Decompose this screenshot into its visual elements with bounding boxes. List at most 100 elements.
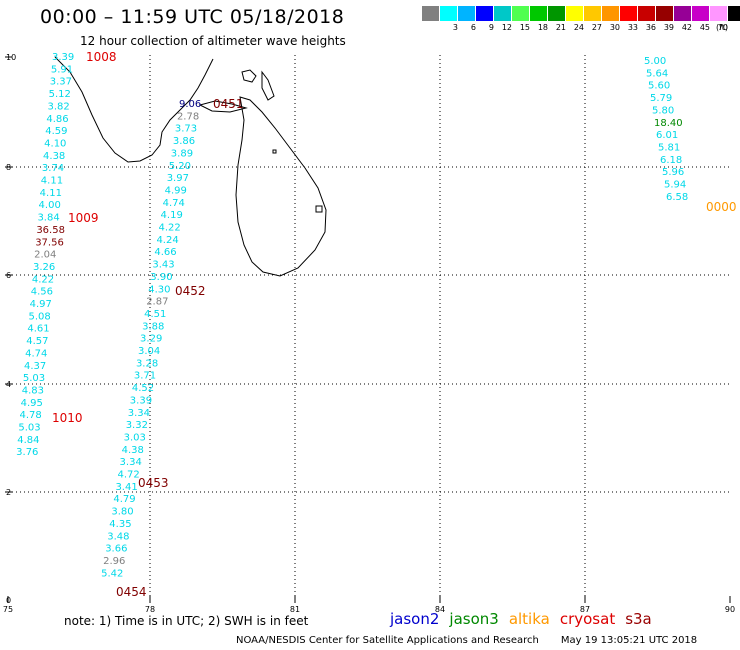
wave-height-value: 3.73 — [175, 124, 197, 135]
wave-height-value: 3.82 — [48, 101, 70, 112]
wave-height-value: 4.37 — [24, 361, 46, 372]
wave-height-value: 5.12 — [49, 89, 71, 100]
legend-label: 18 — [537, 23, 548, 32]
legend-swatch — [548, 6, 565, 21]
wave-height-value: 5.96 — [662, 167, 684, 178]
wave-height-value: 3.03 — [124, 432, 146, 443]
wave-height-value: 4.83 — [22, 385, 44, 396]
time-label: 1009 — [68, 211, 99, 225]
lon-tick-label: 78 — [145, 605, 155, 614]
wave-height-value: 5.80 — [652, 105, 674, 116]
generated-timestamp: May 19 13:05:21 UTC 2018 — [560, 635, 698, 646]
legend-swatch — [512, 6, 529, 21]
legend-label: 30 — [609, 23, 620, 32]
legend-label: 6 — [470, 23, 476, 32]
lat-tick-label: 8 — [6, 163, 11, 172]
island-shape — [198, 100, 248, 113]
wave-height-value: 3.48 — [107, 531, 129, 542]
legend-label: 36 — [645, 23, 656, 32]
wave-height-value: 4.78 — [20, 410, 42, 421]
legend-swatch — [494, 6, 511, 21]
legend-swatch — [710, 6, 727, 21]
wave-height-value: 5.03 — [23, 373, 45, 384]
credit-line: NOAA/NESDIS Center for Satellite Applica… — [236, 635, 697, 646]
wave-height-value: 4.57 — [26, 336, 48, 347]
legend-swatch — [674, 6, 691, 21]
satellite-cryosat: cryosat — [559, 610, 616, 628]
wave-height-value: 4.72 — [118, 470, 140, 481]
wave-height-value: 3.89 — [171, 148, 193, 159]
wave-height-value: 3.71 — [134, 371, 156, 382]
wave-height-value: 4.74 — [25, 348, 47, 359]
wave-height-value: 3.84 — [37, 213, 59, 224]
wave-height-value: 5.91 — [51, 64, 73, 75]
wave-height-value: 4.99 — [165, 185, 187, 196]
wave-height-value: 5.81 — [658, 142, 680, 153]
lon-tick-label: 87 — [580, 605, 590, 614]
wave-height-value: 4.59 — [45, 126, 67, 137]
color-legend — [422, 6, 740, 21]
wave-height-value: 5.03 — [18, 423, 40, 434]
lon-tick-label: 84 — [435, 605, 445, 614]
lon-tick-label: 90 — [725, 605, 735, 614]
wave-height-value: 5.08 — [28, 311, 50, 322]
grid-lines — [8, 55, 730, 600]
time-label: 0452 — [175, 284, 206, 298]
wave-height-value: 3.28 — [136, 358, 158, 369]
island-shape — [315, 205, 323, 213]
wave-height-value: 6.18 — [660, 155, 682, 166]
satellite-jason3: jason3 — [449, 610, 499, 628]
wave-height-value: 6.58 — [666, 192, 688, 203]
legend-swatch — [584, 6, 601, 21]
wave-height-value: 5.79 — [650, 93, 672, 104]
island-shape — [241, 69, 257, 83]
wave-height-value: 2.96 — [103, 556, 125, 567]
lat-tick-label: 2 — [6, 488, 11, 497]
legend-label: 33 — [627, 23, 638, 32]
legend-swatch — [476, 6, 493, 21]
wave-height-value: 4.74 — [163, 198, 185, 209]
wave-height-value: 3.41 — [115, 482, 137, 493]
time-label: 1010 — [52, 411, 83, 425]
legend-label: 70 — [717, 23, 728, 32]
wave-height-value: 4.86 — [46, 114, 68, 125]
wave-height-value: 3.34 — [120, 457, 142, 468]
wave-height-value: 5.64 — [646, 68, 668, 79]
legend-swatch — [422, 6, 439, 21]
wave-height-value: 4.22 — [32, 274, 54, 285]
wave-height-value: 4.38 — [43, 151, 65, 162]
legend-swatch — [566, 6, 583, 21]
wave-height-value: 5.20 — [169, 161, 191, 172]
legend-label: 3 — [452, 23, 458, 32]
wave-height-value: 4.30 — [148, 284, 170, 295]
wave-height-value: 3.37 — [50, 77, 72, 88]
wave-height-value: 3.34 — [128, 408, 150, 419]
wave-height-value: 5.94 — [664, 180, 686, 191]
wave-height-value: 5.42 — [101, 568, 123, 579]
wave-height-value: 3.74 — [42, 163, 64, 174]
legend-swatch — [602, 6, 619, 21]
legend-label: 12 — [501, 23, 512, 32]
wave-height-value: 3.04 — [138, 346, 160, 357]
time-label: 0451 — [213, 97, 244, 111]
wave-height-value: 2.87 — [146, 297, 168, 308]
wave-height-value: 5.60 — [648, 81, 670, 92]
wave-height-value: 37.56 — [35, 237, 64, 248]
legend-label: 15 — [519, 23, 530, 32]
legend-label: 45 — [699, 23, 710, 32]
legend-label: 27 — [591, 23, 602, 32]
wave-height-value: 3.39 — [130, 395, 152, 406]
wave-height-value: 3.39 — [52, 52, 74, 63]
wave-height-value: 4.79 — [113, 494, 135, 505]
legend-label: 42 — [681, 23, 692, 32]
india-coastline — [54, 56, 214, 163]
wave-height-value: 3.43 — [152, 260, 174, 271]
wave-height-value: 4.35 — [109, 519, 131, 530]
wave-height-value: 36.58 — [36, 225, 65, 236]
wave-height-value: 9.06 — [179, 99, 201, 110]
lon-tick-label: 75 — [3, 605, 13, 614]
legend-swatch — [656, 6, 673, 21]
wave-height-value: 3.26 — [33, 262, 55, 273]
wave-height-value: 3.76 — [16, 447, 38, 458]
wave-height-value: 3.90 — [150, 272, 172, 283]
